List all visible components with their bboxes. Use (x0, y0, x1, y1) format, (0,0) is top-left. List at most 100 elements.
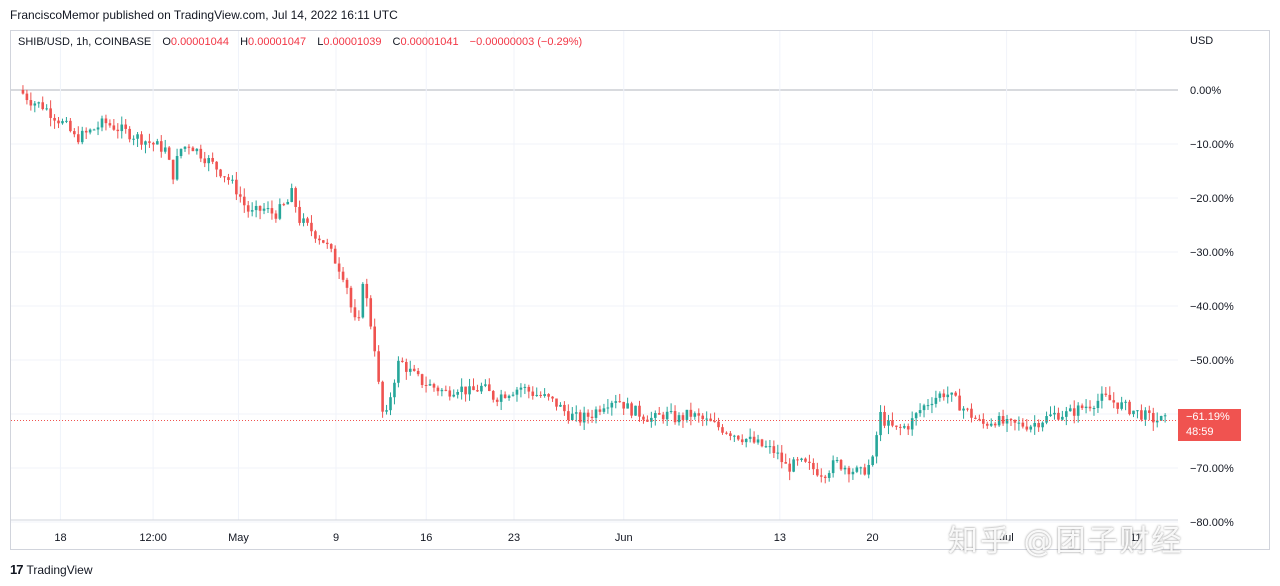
candle-body (1096, 400, 1100, 409)
candle-body (1017, 422, 1021, 424)
y-tick-label: −40.00% (1190, 301, 1234, 313)
candle-body (120, 124, 124, 132)
candle-body (527, 386, 531, 392)
tradingview-logo-icon: 17 (10, 562, 24, 577)
candle-body (456, 392, 459, 395)
symbol-label[interactable]: SHIB/USD, 1h, COINBASE (18, 36, 152, 48)
candle-body (760, 439, 764, 447)
candle-body (1068, 408, 1072, 412)
candle-body (780, 452, 784, 463)
candle-body (69, 120, 72, 132)
candle-body (626, 403, 629, 409)
candle-body (574, 412, 578, 414)
candle-body (416, 370, 420, 375)
candle-body (408, 368, 412, 372)
candle-body (713, 421, 716, 423)
y-tick-label: −70.00% (1190, 463, 1234, 475)
x-tick-label: 18 (54, 532, 66, 544)
candle-body (175, 156, 179, 180)
candle-body (1041, 422, 1044, 428)
x-tick-label: May (228, 532, 249, 544)
candle-body (910, 418, 914, 430)
candle-body (622, 401, 625, 409)
footer-brand[interactable]: TradingView (26, 562, 93, 577)
open-label: O (162, 36, 171, 48)
candle-body (736, 435, 740, 440)
candle-body (274, 213, 278, 219)
candle-body (325, 242, 329, 245)
low-value: 0.00001039 (323, 36, 382, 48)
candle-body (1148, 410, 1151, 413)
candle-body (65, 120, 68, 122)
candle-body (808, 461, 811, 463)
candle-body (800, 458, 803, 460)
candle-body (543, 394, 546, 396)
candle-body (1155, 420, 1159, 423)
candle-body (242, 196, 246, 206)
candle-body (480, 385, 483, 392)
candle-body (902, 426, 906, 428)
candle-body (96, 127, 100, 130)
candle-body (491, 391, 495, 400)
candle-body (452, 394, 456, 397)
low-label: L (317, 36, 324, 48)
candle-body (163, 147, 167, 152)
candle-body (266, 208, 270, 210)
candle-body (681, 415, 685, 420)
y-axis-unit: USD (1190, 35, 1213, 47)
candle-body (389, 397, 392, 411)
candle-body (468, 386, 471, 395)
candle-body (357, 317, 361, 319)
candle-body (488, 384, 491, 392)
candle-body (1001, 416, 1005, 424)
candle-body (444, 389, 448, 391)
candle-body (788, 463, 791, 472)
candle-body (582, 412, 586, 423)
candle-body (571, 413, 574, 421)
candle-body (203, 158, 207, 164)
candle-body (124, 124, 128, 129)
publisher-line: FranciscoMemor published on TradingView.… (10, 8, 398, 22)
candle-body (88, 129, 92, 133)
candle-body (653, 413, 657, 418)
candle-body (970, 408, 973, 418)
candle-body (1021, 422, 1025, 427)
candle-body (618, 401, 622, 403)
candle-body (598, 409, 602, 412)
candle-body (112, 125, 116, 130)
candle-body (227, 177, 230, 181)
candle-body (37, 102, 41, 104)
candle-body (740, 439, 744, 443)
candle-body (76, 134, 80, 143)
candle-body (460, 386, 463, 393)
candle-body (314, 231, 317, 239)
candle-body (92, 129, 96, 131)
candle-body (1065, 411, 1068, 417)
watermark: 知乎 @团子财经 (948, 524, 1184, 559)
candle-body (812, 462, 815, 470)
high-label: H (240, 36, 249, 48)
price-axis: 0.00% −10.00% −20.00% −30.00% −40.00% −50.00%… (1190, 35, 1234, 529)
close-value: 0.00001041 (400, 36, 459, 48)
candle-body (867, 465, 871, 475)
candle-body (515, 389, 519, 395)
candle-body (958, 395, 961, 411)
candle-body (100, 118, 104, 128)
candle-body (476, 390, 479, 392)
candle-body (764, 446, 768, 448)
candle-body (1013, 419, 1017, 423)
candle-body (887, 420, 890, 426)
last-price-percent: −61.19% (1186, 411, 1230, 423)
candle-body (128, 128, 131, 140)
candle-body (1092, 408, 1096, 410)
candle-body (914, 413, 918, 419)
candle-body (250, 210, 254, 212)
candle-body (282, 204, 286, 206)
candle-body (207, 157, 211, 164)
candle-body (1009, 418, 1013, 420)
candle-body (322, 240, 325, 243)
candle-body (843, 467, 847, 470)
candle-body (353, 307, 357, 318)
candle-body (1112, 400, 1116, 403)
